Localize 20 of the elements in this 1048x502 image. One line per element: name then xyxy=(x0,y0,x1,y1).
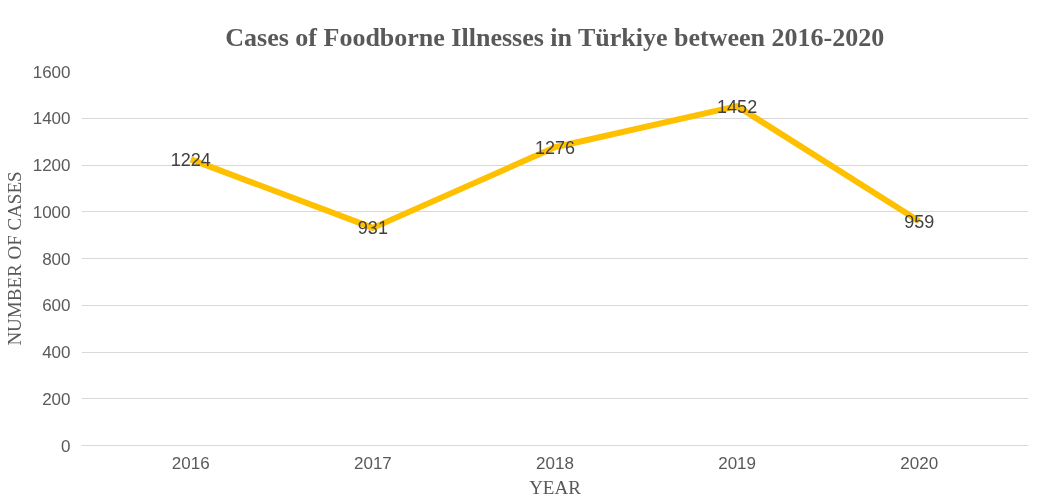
x-tick-label: 2019 xyxy=(718,453,757,473)
y-tick-label: 0 xyxy=(61,436,71,456)
y-axis-title: NUMBER OF CASES xyxy=(3,171,25,346)
chart-title: Cases of Foodborne Illnesses in Türkiye between 2016-2020 xyxy=(225,22,885,52)
y-tick-label: 1000 xyxy=(32,202,71,222)
y-tick-label: 1400 xyxy=(32,109,71,129)
y-tick-label: 600 xyxy=(42,296,71,316)
x-tick-label: 2018 xyxy=(536,453,574,473)
y-tick-label: 800 xyxy=(42,249,71,269)
x-tick-label: 2016 xyxy=(171,453,210,473)
x-tick-label: 2020 xyxy=(900,453,939,473)
y-tick-label: 1600 xyxy=(32,62,71,82)
data-label: 959 xyxy=(904,211,935,232)
y-tick-label: 1200 xyxy=(32,156,71,175)
y-tick-label: 200 xyxy=(42,389,71,409)
data-label: 1224 xyxy=(170,149,211,170)
x-tick-label: 2017 xyxy=(353,453,392,473)
x-axis-title: YEAR xyxy=(529,476,582,498)
data-label: 1452 xyxy=(717,96,758,117)
y-tick-label: 400 xyxy=(42,343,71,362)
